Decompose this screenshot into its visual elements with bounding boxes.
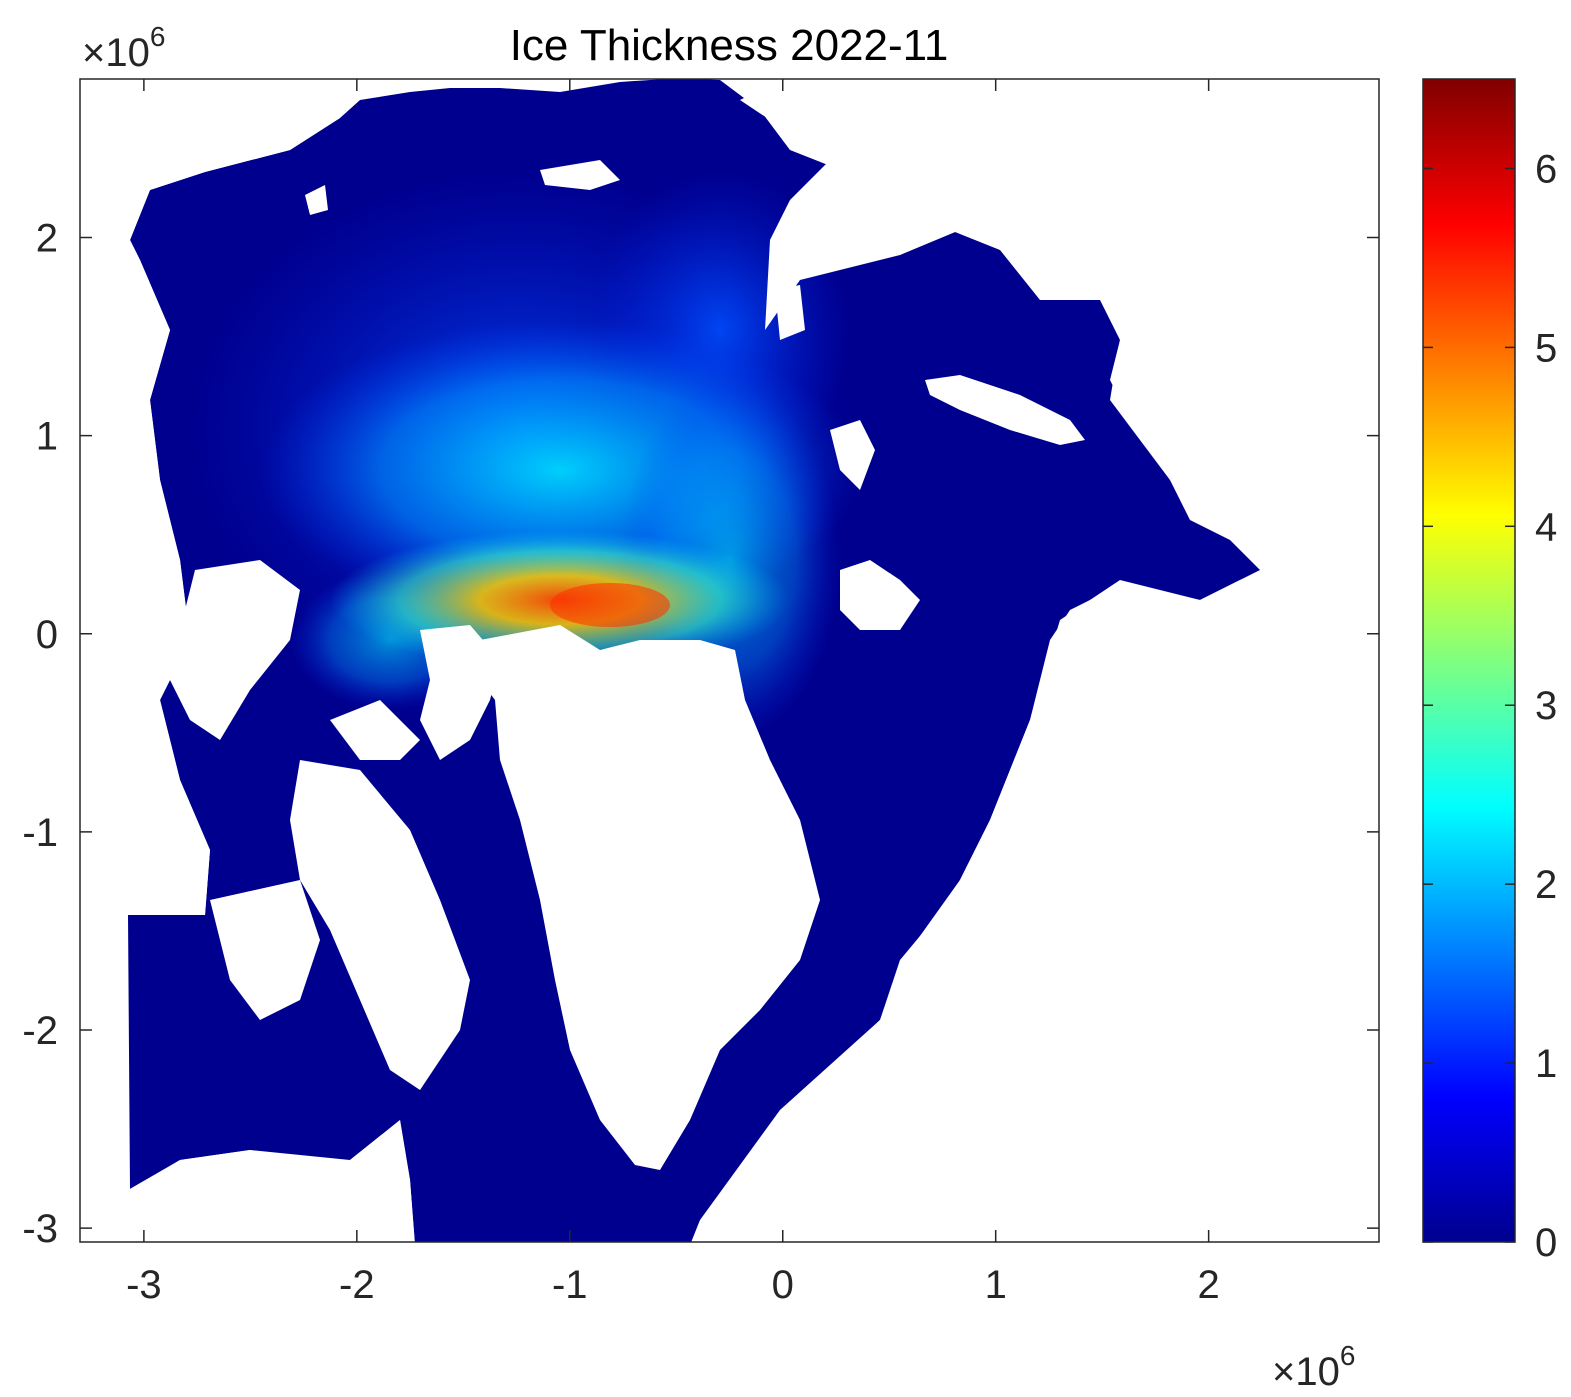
thick-ice-peak [550,583,670,627]
y-tick-label: -3 [22,1207,58,1251]
heatmap-field [80,79,1379,1242]
land-greenland [480,625,820,1170]
land-small-island-3 [775,285,805,340]
land-islands-mid [330,700,420,760]
land-franz-josef [830,420,875,490]
land-baffin [290,760,470,1090]
x-tick-label: 0 [772,1263,794,1307]
x-tick-label: -3 [126,1263,162,1307]
land-hudson [210,880,320,1020]
colorbar-tick-label: 5 [1535,326,1557,370]
plot-area-frame [79,78,1380,1243]
y-tick-label: -1 [22,811,58,855]
y-tick-label: 0 [36,613,58,657]
colorbar-tick-label: 6 [1535,147,1557,191]
x-axis: -3 -2 -1 0 1 2 [126,79,1220,1307]
colorbar-axis: 0 1 2 3 4 5 6 [1423,147,1557,1265]
y-tick-label: 2 [36,217,58,261]
y-exponent-label: ×106 [82,21,165,75]
land-bottom-left [80,1120,415,1242]
x-tick-label: 1 [985,1263,1007,1307]
land-novaya-zemlya [925,375,1085,445]
land-canadian-archipelago [170,560,300,740]
colorbar-tick-label: 3 [1535,684,1557,728]
colorbar-tick-label: 2 [1535,863,1557,907]
chart-title: Ice Thickness 2022-11 [510,21,949,70]
colorbar-tick-label: 0 [1535,1221,1557,1265]
x-tick-label: -2 [339,1263,375,1307]
land-alaska [80,80,340,1190]
y-tick-label: 1 [36,415,58,459]
x-tick-label: 2 [1198,1263,1220,1307]
land-small-island-2 [540,160,620,190]
x-exponent-label: ×106 [1272,1340,1355,1394]
y-tick-label: -2 [22,1009,58,1053]
x-tick-label: -1 [552,1263,588,1307]
colorbar [1422,78,1516,1243]
land-svalbard [840,560,920,630]
land-small-island-1 [305,185,328,215]
land-ellesmere [420,625,500,760]
land-siberia [692,80,1379,1242]
colorbar-tick-label: 1 [1535,1042,1557,1086]
colorbar-tick-label: 4 [1535,505,1557,549]
y-axis: 2 1 0 -1 -2 -3 [22,217,1379,1251]
